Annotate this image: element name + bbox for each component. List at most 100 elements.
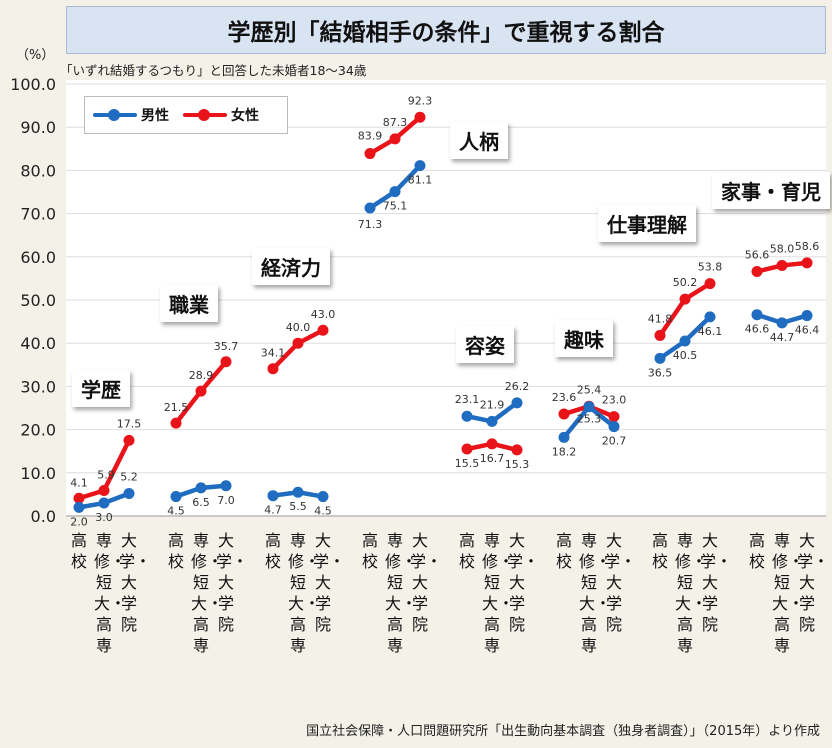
x-tick-label: 大学・大学院 (313, 531, 346, 634)
female-point (73, 492, 85, 504)
female-point (511, 444, 523, 456)
male-point (751, 309, 763, 321)
female-value-label: 40.0 (286, 321, 311, 334)
male-point (220, 480, 232, 492)
x-tick-label: 専修・短大・高専 (482, 531, 515, 655)
male-point (123, 488, 135, 500)
male-value-label: 75.1 (383, 200, 408, 213)
female-value-label: 25.4 (577, 383, 602, 396)
male-value-label: 25.3 (577, 413, 602, 426)
female-point (123, 434, 135, 446)
category-label: 仕事理解 (598, 205, 696, 242)
male-point (511, 397, 523, 409)
female-value-label: 5.9 (97, 469, 115, 482)
female-value-label: 83.9 (358, 130, 383, 143)
y-tick-label: 10.0 (20, 464, 56, 483)
female-point (558, 408, 570, 420)
category-label: 経済力 (252, 248, 330, 285)
male-value-label: 20.7 (602, 435, 627, 448)
male-value-label: 4.5 (167, 505, 185, 518)
x-tick-label: 高校 (70, 531, 87, 571)
female-point (654, 329, 666, 341)
male-value-label: 46.4 (795, 324, 820, 337)
y-tick-label: 80.0 (20, 161, 56, 180)
x-tick-label: 高校 (361, 531, 378, 571)
male-value-label: 44.7 (770, 331, 795, 344)
male-value-label: 4.7 (264, 504, 282, 517)
male-value-label: 46.1 (698, 325, 723, 338)
female-value-label: 34.1 (261, 347, 286, 360)
category-label: 家事・育児 (712, 172, 830, 209)
legend-male: 男性 (93, 105, 169, 125)
male-value-label: 6.5 (192, 496, 210, 509)
male-point (704, 311, 716, 323)
male-value-label: 18.2 (552, 445, 577, 458)
category-label: 職業 (160, 285, 218, 322)
female-value-label: 87.3 (383, 116, 408, 129)
legend: 男性 女性 (84, 96, 288, 134)
male-value-label: 4.5 (314, 505, 332, 518)
category-label: 人柄 (450, 122, 508, 159)
female-point (267, 363, 279, 375)
male-point (364, 202, 376, 214)
y-tick-label: 30.0 (20, 377, 56, 396)
male-point (558, 431, 570, 443)
y-axis-unit: （%） (16, 48, 55, 63)
x-tick-label: 大学・大学院 (216, 531, 249, 634)
chart-subtitle: 「いずれ結婚するつもり」と回答した未婚者18～34歳 (60, 63, 367, 78)
chart-title: 学歴別「結婚相手の条件」で重視する割合 (66, 6, 826, 54)
male-point (776, 317, 788, 329)
female-value-label: 58.0 (770, 242, 795, 255)
x-tick-label: 専修・短大・高専 (191, 531, 224, 655)
legend-female-swatch (183, 109, 227, 121)
x-tick-label: 専修・短大・高専 (675, 531, 708, 655)
x-tick-label: 高校 (264, 531, 281, 571)
x-tick-label: 高校 (748, 531, 765, 571)
x-tick-label: 専修・短大・高専 (288, 531, 321, 655)
female-value-label: 41.8 (648, 312, 673, 325)
male-point (98, 497, 110, 509)
female-point (414, 111, 426, 123)
x-tick-label: 大学・大学院 (119, 531, 152, 634)
male-value-label: 3.0 (95, 511, 113, 524)
x-tick-label: 高校 (458, 531, 475, 571)
y-tick-label: 40.0 (20, 334, 56, 353)
category-label: 容姿 (456, 326, 514, 363)
female-point (776, 259, 788, 271)
female-point (704, 278, 716, 290)
x-tick-label: 専修・短大・高専 (772, 531, 805, 655)
female-point (679, 293, 691, 305)
legend-female: 女性 (183, 105, 259, 125)
male-value-label: 2.0 (70, 515, 88, 528)
male-point (486, 415, 498, 427)
x-tick-label: 専修・短大・高専 (579, 531, 612, 655)
male-point (414, 160, 426, 172)
female-point (461, 443, 473, 455)
female-value-label: 16.7 (480, 452, 505, 465)
female-point (220, 356, 232, 368)
male-value-label: 7.0 (217, 494, 235, 507)
female-value-label: 58.6 (795, 240, 820, 253)
female-value-label: 15.5 (455, 457, 480, 470)
legend-male-label: 男性 (141, 108, 169, 124)
male-value-label: 36.5 (648, 366, 673, 379)
x-tick-label: 高校 (167, 531, 184, 571)
x-tick-label: 高校 (651, 531, 668, 571)
male-point (170, 491, 182, 503)
x-tick-label: 大学・大学院 (604, 531, 637, 634)
male-point (267, 490, 279, 502)
female-point (170, 417, 182, 429)
female-value-label: 4.1 (70, 476, 88, 489)
female-point (317, 324, 329, 336)
female-value-label: 28.9 (189, 369, 214, 382)
male-value-label: 5.5 (289, 500, 307, 513)
male-point (679, 335, 691, 347)
y-tick-label: 60.0 (20, 248, 56, 267)
male-point (583, 401, 595, 413)
source-note: 国立社会保障・人口問題研究所「出生動向基本調査（独身者調査）」（2015年）より… (306, 724, 820, 739)
x-tick-label: 大学・大学院 (700, 531, 733, 634)
female-value-label: 17.5 (117, 417, 142, 430)
female-point (98, 485, 110, 497)
male-point (461, 410, 473, 422)
female-value-label: 92.3 (408, 94, 433, 107)
